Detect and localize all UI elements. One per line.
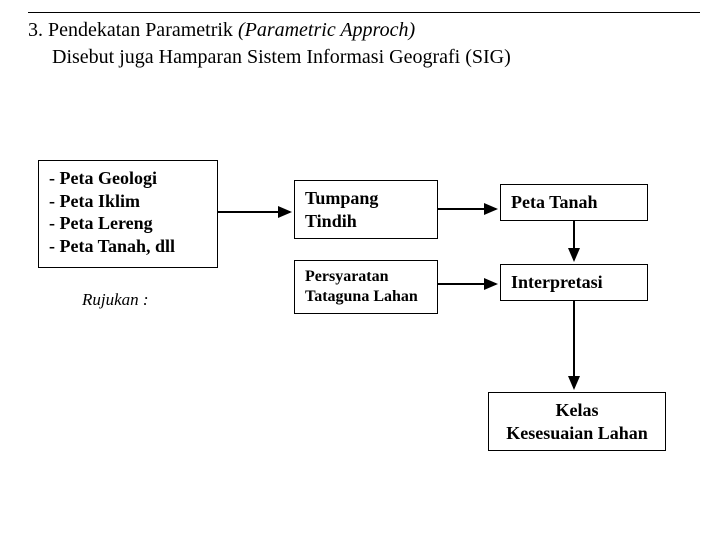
rujukan-label: Rujukan : (82, 290, 149, 310)
inputs-line-1: - Peta Iklim (49, 190, 207, 213)
tumpang-line-0: Tumpang (305, 187, 427, 210)
node-tumpang-tindih: Tumpang Tindih (294, 180, 438, 239)
node-inputs: - Peta Geologi - Peta Iklim - Peta Leren… (38, 160, 218, 268)
kelas-line-0: Kelas (499, 399, 655, 422)
title-block: 3. Pendekatan Parametrik (Parametric App… (28, 12, 700, 71)
tumpang-line-1: Tindih (305, 210, 427, 233)
interpretasi-line-0: Interpretasi (511, 271, 637, 294)
petatanah-line-0: Peta Tanah (511, 191, 637, 214)
inputs-line-0: - Peta Geologi (49, 167, 207, 190)
title-line-2: Disebut juga Hamparan Sistem Informasi G… (28, 44, 700, 71)
title-italic: (Parametric Approch) (238, 19, 415, 41)
inputs-line-2: - Peta Lereng (49, 212, 207, 235)
node-persyaratan: Persyaratan Tataguna Lahan (294, 260, 438, 314)
node-peta-tanah: Peta Tanah (500, 184, 648, 221)
kelas-line-1: Kesesuaian Lahan (499, 422, 655, 445)
inputs-line-3: - Peta Tanah, dll (49, 235, 207, 258)
persyaratan-line-0: Persyaratan (305, 267, 427, 287)
node-interpretasi: Interpretasi (500, 264, 648, 301)
title-line-1: 3. Pendekatan Parametrik (Parametric App… (28, 17, 700, 44)
persyaratan-line-1: Tataguna Lahan (305, 287, 427, 307)
title-prefix: 3. Pendekatan Parametrik (28, 19, 238, 41)
node-kelas-kesesuaian: Kelas Kesesuaian Lahan (488, 392, 666, 451)
